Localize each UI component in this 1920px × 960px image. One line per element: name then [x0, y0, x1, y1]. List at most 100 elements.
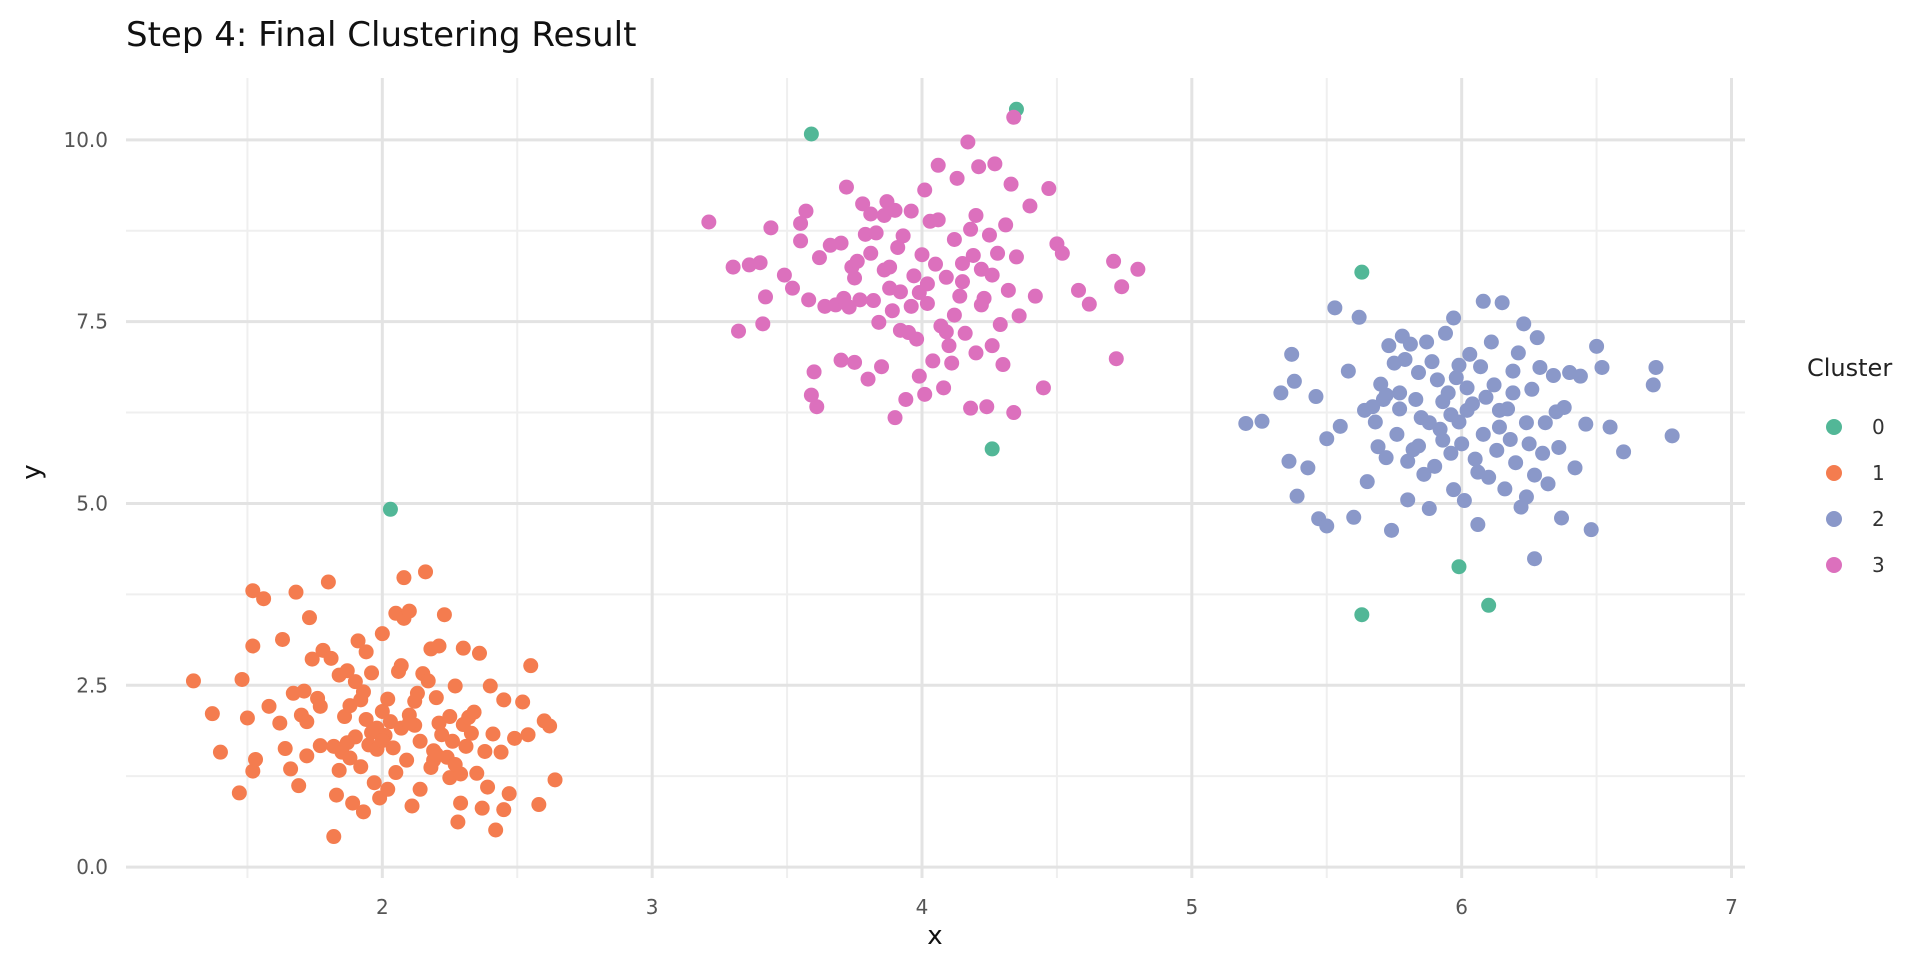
- cluster-2-point: [1437, 325, 1453, 341]
- cluster-1-point: [366, 775, 382, 791]
- cluster-3-point: [833, 352, 849, 368]
- cluster-2-point: [1616, 444, 1632, 460]
- cluster-3-point: [917, 182, 933, 198]
- cluster-3-point: [887, 410, 903, 426]
- cluster-3-point: [1071, 282, 1087, 298]
- cluster-1-point: [374, 703, 390, 719]
- cluster-3-point: [995, 357, 1011, 373]
- cluster-1-point: [420, 673, 436, 689]
- cluster-2-point: [1594, 359, 1610, 375]
- cluster-1-point: [428, 746, 444, 762]
- cluster-1-point: [283, 761, 299, 777]
- cluster-2-point: [1332, 418, 1348, 434]
- cluster-3-point: [755, 316, 771, 332]
- cluster-2-point: [1462, 346, 1478, 362]
- cluster-1-point: [412, 781, 428, 797]
- cluster-1-point: [299, 714, 315, 730]
- cluster-1-point: [312, 698, 328, 714]
- cluster-1-point: [482, 678, 498, 694]
- cluster-1-point: [393, 658, 409, 674]
- cluster-3-point: [887, 202, 903, 218]
- cluster-2-point: [1521, 436, 1537, 452]
- cluster-1-point: [407, 693, 423, 709]
- cluster-2-point: [1319, 431, 1335, 447]
- cluster-3-point: [793, 233, 809, 249]
- cluster-1-point: [231, 785, 247, 801]
- cluster-3-point: [868, 225, 884, 241]
- cluster-3-point: [936, 380, 952, 396]
- cluster-0-point: [1451, 559, 1467, 575]
- x-tick-label: 2: [376, 895, 389, 919]
- cluster-2-point: [1408, 391, 1424, 407]
- cluster-0-point: [1354, 264, 1370, 280]
- cluster-1-point: [350, 633, 366, 649]
- cluster-1-point: [493, 744, 509, 760]
- cluster-2-point: [1451, 357, 1467, 373]
- cluster-2-point: [1351, 309, 1367, 325]
- cluster-3-point: [793, 215, 809, 231]
- cluster-1-point: [477, 743, 493, 759]
- cluster-3-point: [1006, 109, 1022, 125]
- cluster-2-point: [1456, 493, 1472, 509]
- cluster-3-point: [863, 245, 879, 261]
- cluster-3-point: [758, 289, 774, 305]
- cluster-3-point: [963, 221, 979, 237]
- cluster-3-point: [752, 255, 768, 271]
- cluster-3-point: [701, 214, 717, 230]
- cluster-1-point: [212, 744, 228, 760]
- legend-label-1: 1: [1872, 461, 1885, 485]
- cluster-3-point: [903, 298, 919, 314]
- x-tick-label: 4: [916, 895, 929, 919]
- cluster-2-point: [1286, 373, 1302, 389]
- cluster-3-point: [806, 364, 822, 380]
- cluster-3-point: [860, 371, 876, 387]
- cluster-3-point: [801, 292, 817, 308]
- legend-key-1: [1826, 465, 1842, 481]
- cluster-0-point: [1354, 607, 1370, 623]
- cluster-3-point: [965, 247, 981, 263]
- cluster-2-point: [1554, 510, 1570, 526]
- cluster-2-point: [1505, 385, 1521, 401]
- cluster-1-point: [434, 727, 450, 743]
- cluster-3-point: [1054, 245, 1070, 261]
- cluster-2-point: [1454, 436, 1470, 452]
- cluster-1-point: [320, 574, 336, 590]
- cluster-1-point: [520, 727, 536, 743]
- cluster-2-point: [1551, 439, 1567, 455]
- cluster-1-point: [328, 787, 344, 803]
- cluster-3-point: [863, 206, 879, 222]
- cluster-1-point: [496, 802, 512, 818]
- y-tick-label: 10.0: [63, 128, 108, 152]
- cluster-1-point: [301, 610, 317, 626]
- cluster-1-point: [374, 626, 390, 642]
- cluster-3-point: [1027, 288, 1043, 304]
- cluster-3-point: [776, 267, 792, 283]
- cluster-2-point: [1602, 419, 1618, 435]
- cluster-3-point: [938, 269, 954, 285]
- cluster-1-point: [326, 829, 342, 845]
- cluster-1-point: [450, 814, 466, 830]
- cluster-1-point: [471, 645, 487, 661]
- cluster-3-point: [892, 322, 908, 338]
- cluster-3-point: [930, 212, 946, 228]
- cluster-3-point: [938, 324, 954, 340]
- cluster-2-point: [1475, 426, 1491, 442]
- cluster-1-point: [485, 726, 501, 742]
- cluster-2-point: [1446, 482, 1462, 498]
- cluster-2-point: [1281, 453, 1297, 469]
- cluster-3-point: [971, 159, 987, 175]
- cluster-3-point: [1011, 308, 1027, 324]
- cluster-3-point: [865, 293, 881, 309]
- cluster-1-point: [239, 710, 255, 726]
- cluster-1-point: [261, 698, 277, 714]
- cluster-1-point: [523, 658, 539, 674]
- legend-label-2: 2: [1872, 507, 1885, 531]
- cluster-1-point: [401, 715, 417, 731]
- cluster-1-point: [245, 638, 261, 654]
- chart-title: Step 4: Final Clustering Result: [126, 15, 636, 55]
- cluster-0-point: [1481, 597, 1497, 613]
- cluster-1-point: [358, 644, 374, 660]
- cluster-0-point: [984, 441, 1000, 457]
- cluster-2-point: [1411, 365, 1427, 381]
- cluster-2-point: [1346, 509, 1362, 525]
